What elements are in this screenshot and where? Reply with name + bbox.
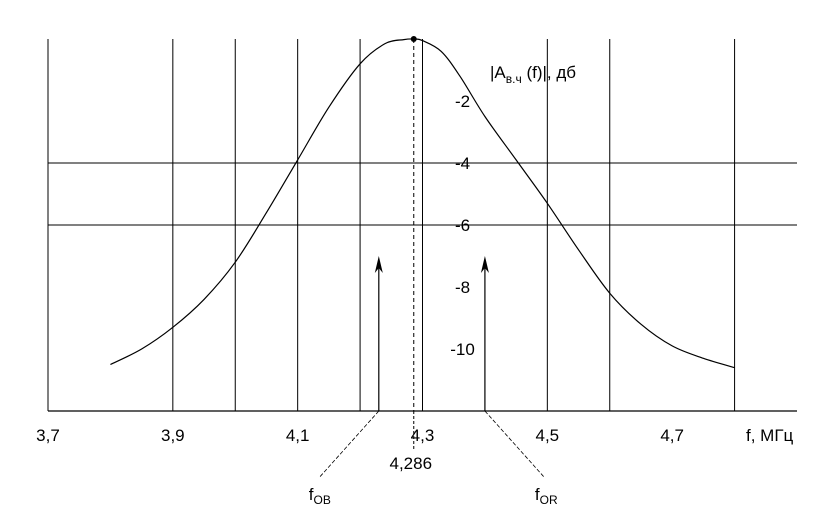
x-tick-label: 4,1 [286, 426, 310, 445]
y-tick-label: -8 [455, 278, 470, 297]
y-tick-label: -10 [450, 340, 475, 359]
grid-lines [47, 39, 797, 411]
markers [318, 256, 546, 479]
x-tick-label: 4,5 [536, 426, 560, 445]
peak-label: 4,286 [389, 454, 432, 473]
x-tick-label: 3,7 [36, 426, 60, 445]
marker-label: fOB [309, 485, 331, 507]
x-tick-label: 3,9 [161, 426, 185, 445]
marker-arrowhead [374, 256, 383, 273]
x-axis-label: f, МГц [746, 426, 794, 445]
x-tick-label: 4,3 [411, 426, 435, 445]
marker-leader-line [318, 410, 380, 479]
y-axis-label: |Aв.ч (f)|, дб [490, 63, 576, 86]
response-curve [110, 38, 735, 369]
labels: 3,7 3,9 4,1 4,3 4,5 4,7 -2 -4 -6 -8 -10 4,286 fOB fOR [36, 92, 684, 507]
y-tick-label: -6 [455, 216, 470, 235]
series [110, 36, 735, 450]
marker-leader-line [484, 410, 546, 479]
marker-label: fOR [535, 485, 558, 507]
x-tick-label: 4,7 [660, 426, 684, 445]
y-tick-label: -4 [455, 154, 470, 173]
marker-arrowhead [480, 256, 489, 273]
y-tick-label: -2 [455, 92, 470, 111]
